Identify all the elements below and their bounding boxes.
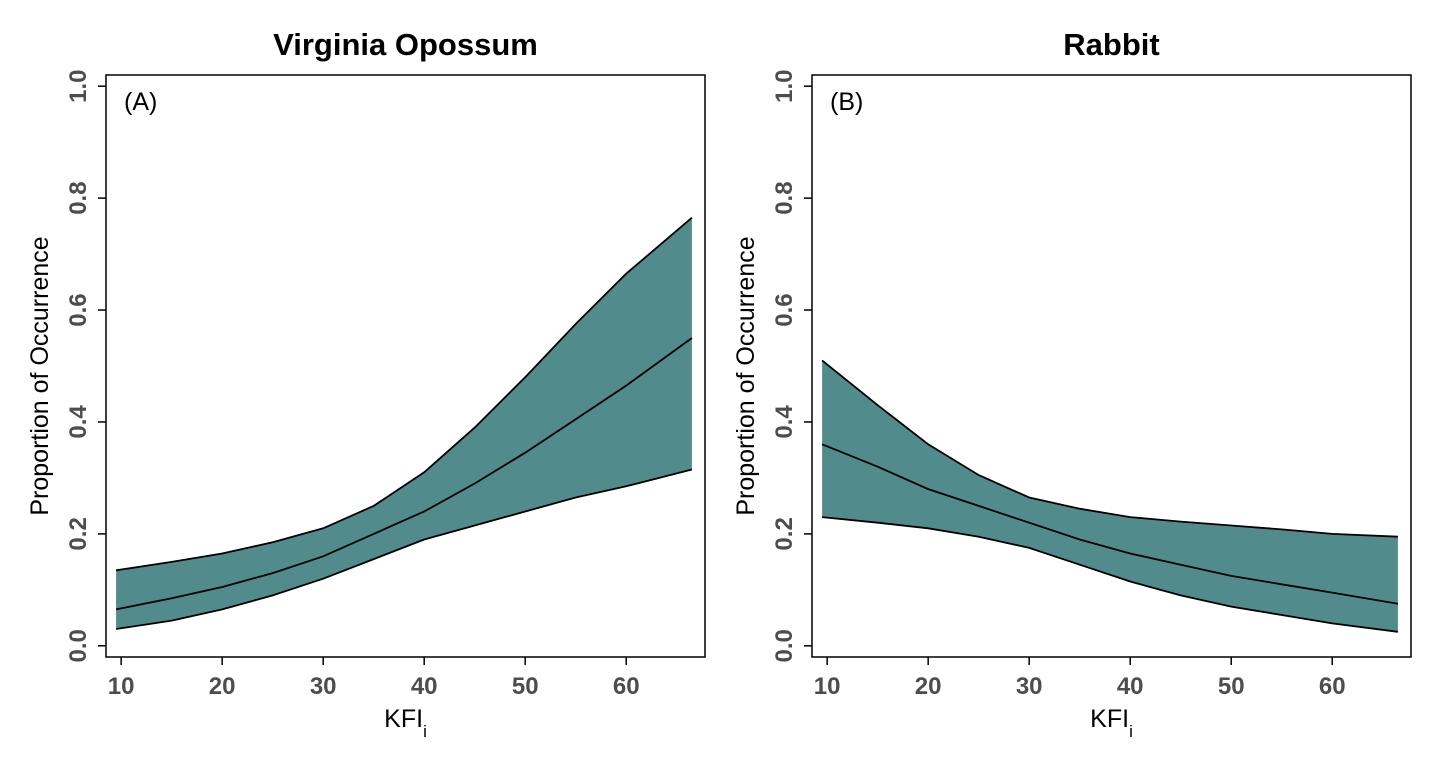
y-tick-label: 0.8 xyxy=(65,181,92,214)
chart-title: Virginia Opossum xyxy=(273,27,538,62)
x-axis-label: KFIi xyxy=(1090,705,1133,741)
x-axis-label-subscript: i xyxy=(423,722,427,741)
lower-bound-line xyxy=(115,468,693,630)
x-tick-label: 10 xyxy=(814,673,841,700)
x-tick-label: 40 xyxy=(1117,673,1144,700)
chart-panel-1: 10 20 30 40 50 60 0.0 0.2 0.4 0.6 0.8 1.0 Virginia O… xyxy=(26,27,706,741)
y-tick-label: 0.4 xyxy=(65,405,92,439)
upper-bound-line xyxy=(115,217,693,572)
y-tick-label: 0.8 xyxy=(771,181,798,214)
x-axis-label: KFIi xyxy=(384,705,427,741)
x-tick-label: 10 xyxy=(108,673,135,700)
y-tick-label: 0.2 xyxy=(65,517,92,550)
chart-panel-2: 10 20 30 40 50 60 0.0 0.2 0.4 0.6 0.8 1.0 Rabbit (B) K… xyxy=(732,27,1412,741)
lower-bound-line xyxy=(822,516,1399,633)
x-tick-label: 60 xyxy=(1319,673,1346,700)
x-tick-label: 50 xyxy=(512,673,539,700)
plot-border xyxy=(105,74,706,658)
panel-label: (A) xyxy=(124,88,157,116)
y-tick-label: 0.2 xyxy=(771,517,798,550)
y-tick-label: 0.6 xyxy=(771,293,798,326)
x-tick-label: 60 xyxy=(613,673,640,700)
confidence-band xyxy=(116,217,692,629)
chart-title: Rabbit xyxy=(1063,27,1159,62)
x-axis-label-main: KFI xyxy=(1090,705,1129,733)
y-axis-label: Proportion of Occurrence xyxy=(26,236,54,515)
y-tick-label: 0.0 xyxy=(771,629,798,662)
x-tick-label: 40 xyxy=(411,673,438,700)
y-axis-label: Proportion of Occurrence xyxy=(732,236,760,515)
x-tick-label: 30 xyxy=(310,673,337,700)
y-tick-label: 1.0 xyxy=(65,70,92,103)
upper-bound-line xyxy=(821,359,1398,538)
fitted-line xyxy=(821,443,1399,605)
x-tick-label: 20 xyxy=(209,673,236,700)
x-axis-label-subscript: i xyxy=(1129,722,1133,741)
panel-label: (B) xyxy=(830,88,863,116)
x-tick-label: 50 xyxy=(1218,673,1245,700)
y-tick-label: 0.0 xyxy=(65,629,92,662)
y-tick-label: 0.4 xyxy=(771,405,798,439)
y-tick-label: 1.0 xyxy=(771,70,798,103)
x-tick-label: 30 xyxy=(1016,673,1043,700)
x-axis-label-main: KFI xyxy=(384,705,423,733)
x-tick-label: 20 xyxy=(915,673,942,700)
fitted-line xyxy=(115,337,693,611)
plot-border xyxy=(811,74,1412,658)
confidence-band xyxy=(822,360,1398,632)
y-tick-label: 0.6 xyxy=(65,293,92,326)
